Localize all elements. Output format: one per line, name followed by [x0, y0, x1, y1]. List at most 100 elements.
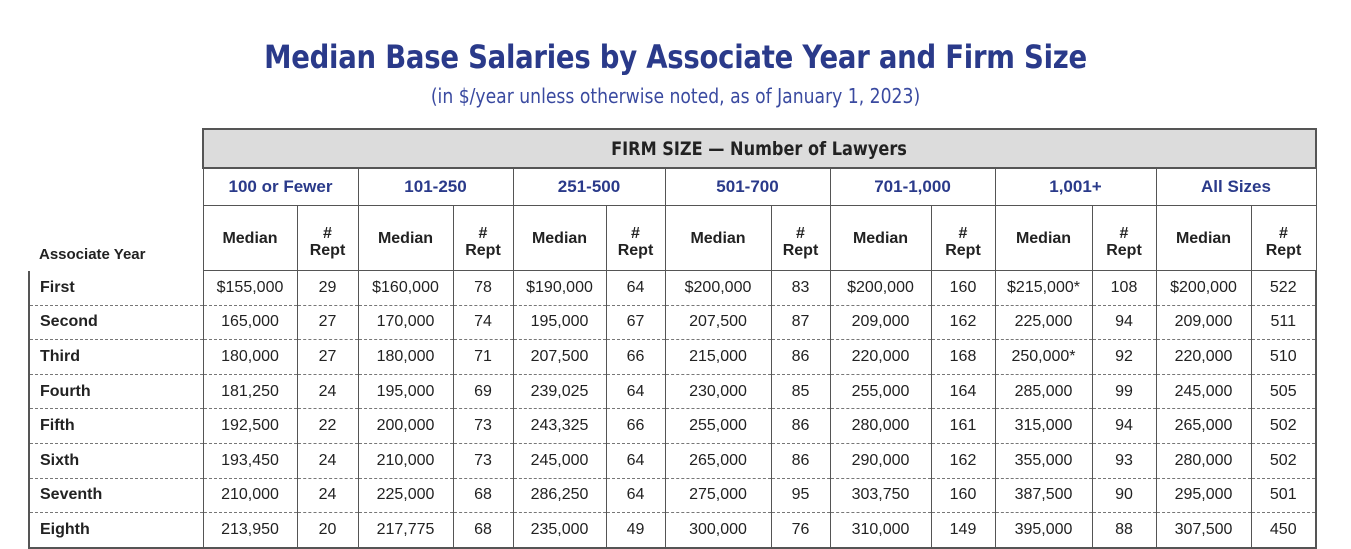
- reports-cell: 22: [296, 408, 359, 444]
- blank-corner: [29, 129, 203, 168]
- table-row: Eighth 213,950 20 217,775 68 235,000 49 300,000…: [28, 512, 1317, 549]
- page-subtitle: (in $/year unless otherwise noted, as of…: [430, 84, 921, 108]
- associate-year-cell: Sixth: [28, 443, 204, 479]
- median-cell: 307,500: [1155, 512, 1252, 549]
- associate-year-cell: Fifth: [28, 408, 204, 444]
- reports-cell: 92: [1091, 339, 1157, 375]
- median-cell: 235,000: [512, 512, 607, 549]
- median-cell: 217,775: [357, 512, 454, 549]
- salary-table: FIRM SIZE — Number of Lawyers 100 or Few…: [28, 128, 1317, 549]
- reports-cell: 73: [452, 408, 514, 444]
- median-cell: 170,000: [357, 305, 454, 341]
- median-header: Median: [829, 205, 932, 271]
- reports-cell: 88: [1091, 512, 1157, 549]
- rept-line2: Rept: [1265, 242, 1302, 259]
- group-header: 251-500: [512, 167, 666, 206]
- reports-cell: 86: [770, 339, 831, 375]
- median-cell: 255,000: [664, 408, 772, 444]
- median-header: Median: [664, 205, 772, 271]
- median-cell: 195,000: [357, 374, 454, 410]
- median-cell: 387,500: [994, 478, 1093, 514]
- associate-year-cell: Second: [28, 305, 204, 341]
- median-cell: 193,450: [202, 443, 298, 479]
- associate-year-cell: Eighth: [28, 512, 204, 549]
- group-header: 501-700: [664, 167, 831, 206]
- median-cell: $200,000: [1155, 270, 1252, 306]
- reports-cell: 27: [296, 339, 359, 375]
- group-header: 1,001+: [994, 167, 1157, 206]
- rept-line1: #: [323, 225, 332, 242]
- table-row: Sixth 193,450 24 210,000 73 245,000 64 265,000 8…: [28, 443, 1317, 479]
- reports-cell: 74: [452, 305, 514, 341]
- median-cell: 165,000: [202, 305, 298, 341]
- rept-line2: Rept: [782, 242, 819, 259]
- median-cell: 290,000: [829, 443, 932, 479]
- median-cell: $190,000: [512, 270, 607, 306]
- associate-year-cell: Seventh: [28, 478, 204, 514]
- reports-header: # Rept: [296, 205, 359, 271]
- median-header: Median: [1155, 205, 1252, 271]
- median-cell: 295,000: [1155, 478, 1252, 514]
- reports-cell: 502: [1250, 408, 1317, 444]
- reports-header: # Rept: [1091, 205, 1157, 271]
- reports-cell: 83: [770, 270, 831, 306]
- median-cell: 245,000: [1155, 374, 1252, 410]
- median-cell: 225,000: [357, 478, 454, 514]
- rept-line1: #: [631, 225, 640, 242]
- median-cell: 220,000: [829, 339, 932, 375]
- rept-line1: #: [1279, 225, 1288, 242]
- reports-header: # Rept: [1250, 205, 1317, 271]
- reports-cell: 49: [605, 512, 666, 549]
- median-cell: 180,000: [357, 339, 454, 375]
- rept-line1: #: [796, 225, 805, 242]
- reports-cell: 90: [1091, 478, 1157, 514]
- reports-cell: 99: [1091, 374, 1157, 410]
- median-cell: 215,000: [664, 339, 772, 375]
- table-row: Second 165,000 27 170,000 74 195,000 67 207,500…: [28, 305, 1317, 341]
- reports-header: # Rept: [605, 205, 666, 271]
- median-cell: 210,000: [357, 443, 454, 479]
- reports-cell: 505: [1250, 374, 1317, 410]
- reports-cell: 85: [770, 374, 831, 410]
- reports-cell: 93: [1091, 443, 1157, 479]
- median-cell: $160,000: [357, 270, 454, 306]
- median-cell: 180,000: [202, 339, 298, 375]
- group-header: All Sizes: [1155, 167, 1317, 206]
- reports-cell: 76: [770, 512, 831, 549]
- median-cell: 265,000: [1155, 408, 1252, 444]
- median-header: Median: [202, 205, 298, 271]
- reports-cell: 67: [605, 305, 666, 341]
- associate-year-header: Associate Year: [39, 245, 146, 263]
- reports-cell: 94: [1091, 305, 1157, 341]
- median-cell: 243,325: [512, 408, 607, 444]
- median-cell: 300,000: [664, 512, 772, 549]
- reports-header: # Rept: [770, 205, 831, 271]
- page-title: Median Base Salaries by Associate Year a…: [264, 38, 1087, 76]
- median-cell: 275,000: [664, 478, 772, 514]
- reports-cell: 66: [605, 339, 666, 375]
- reports-cell: 24: [296, 374, 359, 410]
- median-cell: 395,000: [994, 512, 1093, 549]
- reports-cell: 168: [930, 339, 996, 375]
- reports-cell: 510: [1250, 339, 1317, 375]
- median-cell: 192,500: [202, 408, 298, 444]
- reports-cell: 71: [452, 339, 514, 375]
- rept-line2: Rept: [1106, 242, 1142, 259]
- reports-cell: 29: [296, 270, 359, 306]
- median-cell: 220,000: [1155, 339, 1252, 375]
- reports-cell: 161: [930, 408, 996, 444]
- median-cell: $215,000*: [994, 270, 1093, 306]
- median-cell: 230,000: [664, 374, 772, 410]
- reports-cell: 94: [1091, 408, 1157, 444]
- table-row: Fourth 181,250 24 195,000 69 239,025 64 230,000…: [28, 374, 1317, 410]
- group-header: 701-1,000: [829, 167, 996, 206]
- reports-cell: 64: [605, 478, 666, 514]
- median-cell: 280,000: [1155, 443, 1252, 479]
- median-header: Median: [357, 205, 454, 271]
- median-cell: 225,000: [994, 305, 1093, 341]
- group-header: 101-250: [357, 167, 514, 206]
- reports-cell: 164: [930, 374, 996, 410]
- reports-cell: 24: [296, 478, 359, 514]
- reports-cell: 501: [1250, 478, 1317, 514]
- rept-line1: #: [958, 225, 968, 242]
